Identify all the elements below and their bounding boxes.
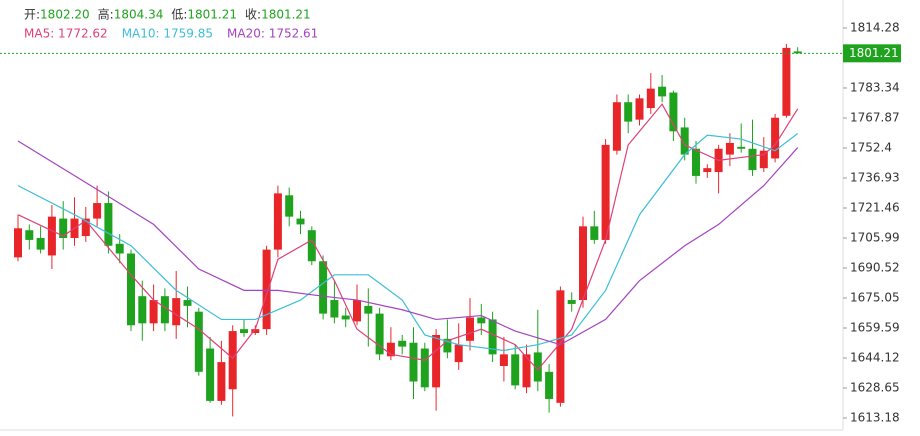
candle-body [409, 342, 418, 382]
candle-body [353, 300, 361, 322]
candle-body [725, 142, 734, 155]
candle-body [93, 203, 102, 219]
candle-body [658, 86, 667, 97]
header-label: 开: [24, 8, 40, 22]
candle-body [251, 329, 260, 334]
candle-body [466, 317, 474, 341]
y-tick-label: 1783.34 [850, 80, 900, 94]
candle-body [771, 117, 780, 159]
y-tick-label: 1613.18 [850, 411, 900, 425]
candle-body [14, 228, 22, 258]
ma-line [17, 103, 799, 371]
candle-body [273, 193, 282, 250]
candle-body [612, 102, 621, 151]
y-tick-label: 1736.93 [850, 170, 900, 184]
candle-body [567, 300, 576, 304]
candle-body [149, 300, 158, 324]
candle-body [759, 150, 768, 169]
candle-body [138, 296, 147, 324]
candle-body [386, 342, 395, 357]
y-tick-label: 1721.46 [850, 200, 900, 214]
candle-body [748, 148, 757, 171]
candle-body [319, 261, 328, 314]
candle-body [194, 311, 203, 372]
ma-line [17, 140, 799, 346]
y-tick-label: 1659.59 [850, 320, 900, 334]
candle-body [579, 226, 587, 301]
candle-body [81, 218, 90, 237]
header-value: 1804.34 [114, 8, 164, 22]
candle-body [183, 300, 192, 306]
candle-body [545, 371, 554, 399]
candle-body [330, 300, 339, 318]
candle-body [160, 296, 169, 324]
candle-body [307, 230, 316, 262]
candle-body [104, 203, 113, 246]
candle-body [36, 237, 45, 250]
candle-body [601, 144, 610, 240]
candle-body [285, 195, 294, 217]
candle-body [703, 168, 712, 173]
candle-body [420, 348, 429, 388]
candle-body [262, 249, 271, 330]
candle-body [127, 253, 135, 326]
candle-body [635, 98, 644, 120]
candle-body [364, 305, 373, 314]
candle-body [556, 290, 565, 403]
candle-body [443, 338, 452, 353]
candle-body [692, 148, 700, 176]
candle-body [296, 218, 305, 225]
candle-body [477, 317, 486, 324]
candle-body [432, 334, 441, 388]
candle-body [375, 313, 384, 355]
candle-body [737, 146, 746, 149]
candle-body [669, 92, 678, 132]
y-tick-label: 1644.12 [850, 351, 900, 365]
header-label: 收: [245, 8, 261, 22]
header-label: 高: [98, 7, 114, 22]
legend-entry: MA5: 1772.62 [24, 27, 108, 41]
candle-body [624, 102, 633, 122]
candle-body [511, 354, 520, 386]
candle-body [115, 243, 124, 254]
candle-body [206, 348, 215, 401]
y-tick-label: 1767.87 [850, 110, 900, 124]
candle-body [454, 344, 463, 363]
header-label: 低: [171, 8, 187, 22]
header-value: 1801.21 [187, 8, 237, 22]
y-tick-label: 1628.65 [850, 381, 900, 395]
y-tick-label: 1705.99 [850, 231, 900, 245]
candle-body [341, 315, 350, 320]
y-tick-label: 1675.05 [850, 291, 900, 305]
candle-body [522, 354, 531, 388]
candle-body [398, 340, 407, 347]
y-tick-label: 1814.28 [850, 20, 900, 34]
candle-body [228, 331, 237, 390]
y-tick-label: 1690.52 [850, 261, 900, 275]
legend-entry: MA10: 1759.85 [122, 27, 213, 41]
ma-line [17, 133, 799, 352]
candle-body [47, 216, 56, 256]
candle-body [793, 51, 802, 54]
candle-body [488, 319, 497, 355]
candle-body [25, 230, 34, 240]
header-value: 1802.20 [40, 8, 90, 22]
legend-entry: MA20: 1752.61 [227, 27, 318, 41]
y-tick-label: 1752.4 [850, 140, 892, 154]
candle-body [172, 298, 181, 326]
candle-body [59, 218, 68, 238]
candle-body [499, 354, 508, 366]
candle-body [533, 352, 542, 382]
candle-body [782, 47, 791, 116]
last-price-box [843, 44, 901, 63]
header-value: 1801.21 [261, 8, 311, 22]
candle-body [680, 127, 689, 155]
last-price-label: 1801.21 [849, 46, 899, 60]
candle-body [646, 88, 655, 109]
candle-body [590, 226, 599, 240]
candle-body [217, 362, 226, 401]
candle-body [240, 329, 248, 334]
